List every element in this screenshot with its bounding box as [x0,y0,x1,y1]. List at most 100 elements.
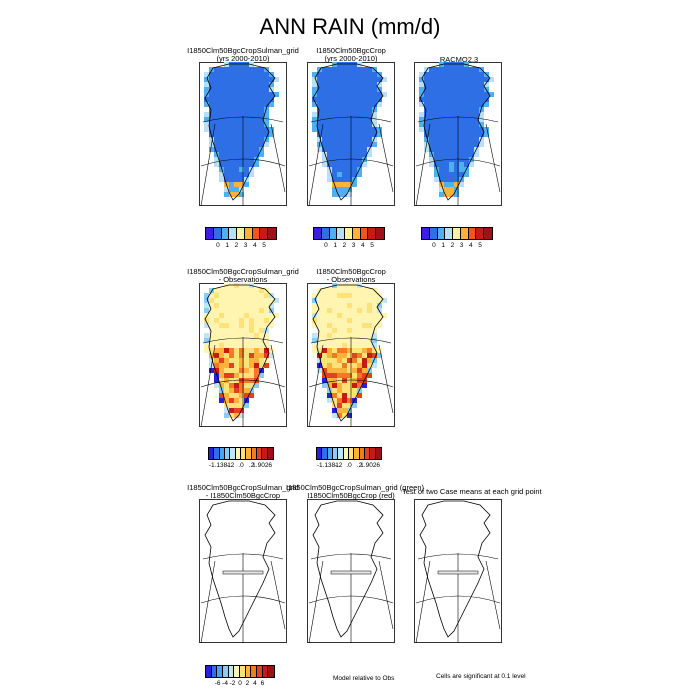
colorbar-row2-1: -1.1381 -.2.0.2 1.9026 [208,447,274,470]
grid-cell [357,333,362,338]
grid-cell [327,393,332,398]
grid-cell [372,77,377,82]
grid-cell [474,72,479,77]
coastline [419,63,491,201]
grid-cell [342,127,347,132]
graticule [415,553,501,643]
grid-cell [234,102,239,107]
grid-cell [454,72,459,77]
grid-cell [219,172,224,177]
grid-cell [229,152,234,157]
grid-cell [327,303,332,308]
grid-cell [459,87,464,92]
grid-cell [239,343,244,348]
grid-cell [464,127,469,132]
grid-cell [377,97,382,102]
grid-cell [347,167,352,172]
grid-cell [469,117,474,122]
grid-cell [209,97,214,102]
grid-cell [239,107,244,112]
grid-cell [352,137,357,142]
colorbar-swatch [251,666,258,677]
colorbar-row3: -6 -4 -2 0 2 4 6 [205,665,275,688]
grid-cell [259,102,264,107]
grid-cell [249,162,254,167]
grid-cell [377,348,382,353]
grid-cell [489,77,494,82]
grid-cell [434,107,439,112]
grid-cell [229,358,234,363]
grid-cell [254,383,259,388]
colorbar-label: 5 [262,242,266,249]
grid-cell [342,328,347,333]
grid-cell [434,82,439,87]
grid-cell [219,298,224,303]
grid-cell [347,388,352,393]
grid-cell [322,152,327,157]
grid-cell [322,142,327,147]
grid-cell [332,187,337,192]
map-panel-row1-2 [307,62,395,206]
grid-cell [362,152,367,157]
grid-cell [322,147,327,152]
grid-cell [332,82,337,87]
grid-cell [454,102,459,107]
grid-cell [214,333,219,338]
grid-cell [234,313,239,318]
grid-cell [239,142,244,147]
grid-cell [337,97,342,102]
grid-cell [224,343,229,348]
grid-cell [342,172,347,177]
grid-cell [372,363,377,368]
grid-cell [264,293,269,298]
grid-cell [259,303,264,308]
grid-cell [479,117,484,122]
grid-cell [244,117,249,122]
grid-cell [454,67,459,72]
grid-cell [327,368,332,373]
grid-cell [209,368,214,373]
grid-cell [239,72,244,77]
grid-cell [224,77,229,82]
grid-cell [244,303,249,308]
graticule [308,116,394,206]
grid-cell [332,338,337,343]
colorbar-label: -6 [214,680,221,687]
note-significance: Cells are significant at 0.1 level [436,673,526,680]
grid-cell [209,92,214,97]
grid-cell [244,62,249,67]
graticule [200,116,286,206]
grid-cell [337,368,342,373]
colorbar-label: 1.9026 [252,462,273,469]
grid-cell [347,152,352,157]
grid-cell [484,127,489,132]
map-cells [419,62,494,197]
grid-cell [317,358,322,363]
grid-cell [362,328,367,333]
grid-cell [429,97,434,102]
grid-cell [454,122,459,127]
grid-cell [377,323,382,328]
grid-cell [234,373,239,378]
grid-cell [317,298,322,303]
grid-cell [362,368,367,373]
grid-cell [434,117,439,122]
grid-cell [259,343,264,348]
grid-cell [459,172,464,177]
grid-cell [229,388,234,393]
grid-cell [229,293,234,298]
grid-cell [234,172,239,177]
grid-cell [367,152,372,157]
colorbar-swatch [365,448,371,459]
grid-cell [474,92,479,97]
grid-cell [234,298,239,303]
grid-cell [362,127,367,132]
grid-cell [214,383,219,388]
grid-cell [327,97,332,102]
grid-cell [357,358,362,363]
grid-cell [224,92,229,97]
grid-cell [214,82,219,87]
grid-cell [254,97,259,102]
grid-cell [332,132,337,137]
